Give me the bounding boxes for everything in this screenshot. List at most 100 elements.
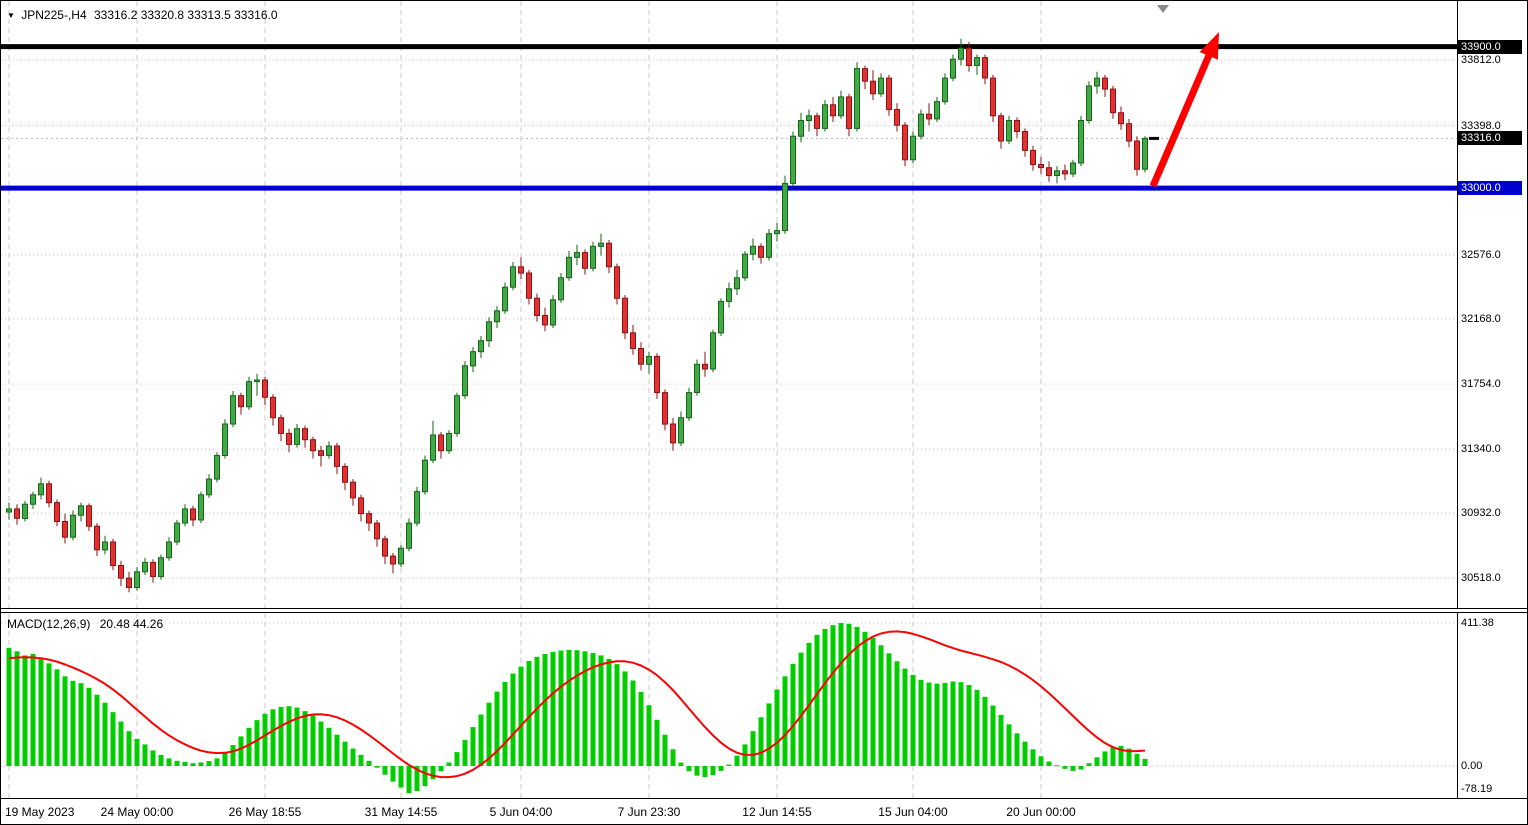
candle <box>390 555 396 565</box>
panel-splitter[interactable] <box>1 608 1527 613</box>
macd-histogram-bar <box>638 691 644 766</box>
price-axis[interactable]: 33812.0 33398.0 32576.0 32168.0 31754.0 31340… <box>1457 1 1527 798</box>
candle <box>918 113 924 137</box>
macd-histogram-bar <box>430 766 436 780</box>
macd-histogram-bar <box>294 707 300 766</box>
trend-arrow-head[interactable] <box>1199 32 1219 60</box>
candle <box>54 502 60 523</box>
price-axis-label: 30932.0 <box>1461 507 1501 520</box>
candle <box>22 503 28 519</box>
candle <box>646 355 652 365</box>
time-axis-label: 12 Jun 14:55 <box>742 805 812 819</box>
candle <box>934 101 940 120</box>
trend-arrow-shaft[interactable] <box>1149 49 1214 188</box>
time-axis[interactable]: 19 May 2023 24 May 00:00 26 May 18:55 31 Ma… <box>1 798 1527 824</box>
time-axis-label: 5 Jun 04:00 <box>489 805 553 819</box>
candle <box>694 363 700 394</box>
candle <box>158 557 164 578</box>
macd-histogram-bar <box>174 760 180 766</box>
time-axis-label: 31 May 14:55 <box>364 805 438 819</box>
candle <box>1038 164 1044 169</box>
macd-histogram-bar <box>1142 758 1148 766</box>
candle <box>1094 77 1100 87</box>
candle <box>238 395 244 408</box>
candle <box>278 417 284 434</box>
candle <box>854 68 860 129</box>
price-level-badge: 33000.0 <box>1458 181 1522 196</box>
candle <box>174 522 180 543</box>
time-axis-label: 24 May 00:00 <box>100 805 174 819</box>
macd-histogram-bar <box>1062 766 1068 769</box>
macd-histogram-bar <box>830 625 836 766</box>
candle <box>838 96 844 117</box>
candle <box>654 355 660 394</box>
macd-histogram-bar <box>382 766 388 775</box>
candle <box>190 508 196 521</box>
macd-histogram-bar <box>182 761 188 766</box>
macd-histogram-bar <box>974 689 980 767</box>
candle <box>30 494 36 505</box>
symbol-dropdown-icon[interactable]: ▼ <box>7 11 15 20</box>
candle <box>254 379 260 383</box>
candle <box>830 104 836 117</box>
macd-histogram-bar <box>1110 746 1116 766</box>
macd-title: MACD(12,26,9) <box>7 617 91 631</box>
macd-histogram-bar <box>534 656 540 766</box>
candle <box>590 245 596 269</box>
macd-histogram-bar <box>958 682 964 766</box>
candle <box>1142 137 1148 170</box>
macd-histogram-bar <box>662 734 668 766</box>
candle <box>438 434 444 452</box>
candle <box>422 459 428 493</box>
candle <box>1126 123 1132 142</box>
main-price-chart[interactable] <box>1 1 1457 608</box>
macd-histogram-bar <box>150 750 156 766</box>
macd-histogram-bar <box>622 671 628 766</box>
macd-indicator-panel[interactable] <box>1 613 1457 798</box>
macd-histogram-bar <box>438 766 444 772</box>
time-axis-label: 7 Jun 23:30 <box>617 805 681 819</box>
macd-histogram-bar <box>326 727 332 767</box>
macd-histogram-bar <box>694 766 700 776</box>
candle <box>222 423 228 456</box>
candle <box>582 252 588 269</box>
candle <box>342 466 348 483</box>
candle <box>734 277 740 290</box>
candle <box>126 577 132 588</box>
macd-axis-label: 411.38 <box>1461 616 1494 629</box>
candle <box>270 396 276 419</box>
candle <box>774 230 780 235</box>
candle <box>46 483 52 504</box>
macd-histogram-bar <box>846 623 852 766</box>
candle <box>638 348 644 365</box>
macd-histogram-bar <box>990 705 996 766</box>
macd-histogram-bar <box>350 748 356 766</box>
macd-histogram-bar <box>86 687 92 766</box>
macd-histogram-bar <box>678 762 684 766</box>
candle <box>614 266 620 299</box>
macd-histogram-bar <box>286 706 292 766</box>
macd-histogram-bar <box>510 673 516 766</box>
candle <box>478 340 484 353</box>
ohlc-quote-text: 33316.2 33320.8 33313.5 33316.0 <box>93 8 278 22</box>
candle <box>182 508 188 524</box>
candle <box>1062 170 1068 175</box>
candle <box>558 277 564 301</box>
candle <box>446 432 452 452</box>
candle <box>942 77 948 103</box>
time-axis-label: 20 Jun 00:00 <box>1006 805 1076 819</box>
candle <box>334 445 340 467</box>
macd-histogram-bar <box>166 758 172 767</box>
candle <box>470 351 476 367</box>
candle <box>1022 131 1028 151</box>
macd-histogram-bar <box>198 762 204 766</box>
candle <box>878 77 884 95</box>
candle <box>1006 120 1012 142</box>
macd-histogram-bar <box>814 634 820 766</box>
chart-shift-marker-icon[interactable] <box>1157 5 1169 13</box>
price-axis-label: 33812.0 <box>1461 54 1501 67</box>
candle <box>318 450 324 456</box>
macd-histogram-bar <box>838 623 844 767</box>
macd-histogram-bar <box>574 650 580 766</box>
candle <box>1102 77 1108 90</box>
